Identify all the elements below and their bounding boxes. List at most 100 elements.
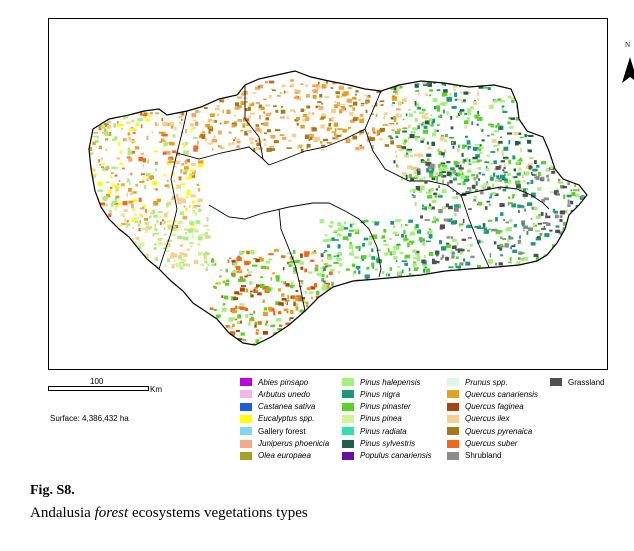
vegetation-patch — [269, 145, 275, 148]
vegetation-patch — [485, 82, 488, 85]
vegetation-patch — [203, 224, 209, 227]
vegetation-patch — [163, 220, 166, 225]
vegetation-patch — [190, 224, 195, 227]
legend-swatch — [342, 402, 354, 411]
vegetation-patch — [352, 81, 358, 86]
vegetation-patch — [312, 127, 317, 132]
vegetation-patch — [412, 261, 417, 264]
vegetation-patch — [324, 234, 328, 237]
vegetation-patch — [213, 286, 217, 289]
vegetation-patch — [162, 247, 168, 250]
vegetation-patch — [499, 174, 505, 179]
vegetation-patch — [327, 317, 334, 321]
vegetation-patch — [104, 128, 107, 132]
caption-text-after: ecosystems vegetations types — [128, 505, 308, 521]
vegetation-patch — [243, 97, 248, 100]
vegetation-patch — [243, 307, 247, 310]
vegetation-patch — [359, 146, 365, 150]
legend-label: Grassland — [568, 377, 605, 387]
vegetation-patch — [507, 172, 511, 176]
vegetation-patch — [323, 263, 329, 265]
vegetation-patch — [327, 282, 330, 286]
vegetation-patch — [578, 242, 581, 246]
vegetation-patch — [438, 168, 444, 172]
vegetation-patch — [469, 243, 473, 247]
map-legend: Abies pinsapo Arbutus unedo Castanea sativ… — [240, 376, 620, 472]
vegetation-patch — [383, 239, 386, 243]
vegetation-patch — [327, 244, 331, 248]
legend-swatch — [447, 414, 459, 423]
vegetation-patch — [187, 228, 194, 233]
vegetation-patch — [278, 302, 283, 306]
vegetation-patch — [189, 169, 195, 173]
vegetation-patch — [577, 161, 582, 166]
vegetation-patch — [392, 225, 396, 229]
legend-label: Prunus spp. — [465, 377, 508, 387]
legend-label: Arbutus unedo — [258, 389, 311, 399]
vegetation-patch — [169, 158, 172, 161]
vegetation-patch — [354, 228, 359, 233]
vegetation-patch — [267, 287, 272, 292]
vegetation-patch — [189, 221, 194, 225]
legend-label: Eucalyptus spp. — [258, 414, 315, 424]
vegetation-patch — [242, 339, 246, 342]
vegetation-patch — [393, 256, 398, 260]
vegetation-patch — [586, 182, 587, 187]
vegetation-patch — [198, 160, 204, 164]
vegetation-patch — [141, 227, 146, 230]
vegetation-patch — [424, 181, 428, 184]
vegetation-patch — [312, 333, 315, 337]
vegetation-patch — [242, 117, 247, 122]
vegetation-patch — [454, 204, 459, 208]
vegetation-patch — [555, 229, 561, 233]
vegetation-patch — [556, 248, 562, 252]
vegetation-patch — [414, 117, 418, 123]
vegetation-patch — [376, 129, 383, 133]
vegetation-patch — [332, 81, 337, 85]
vegetation-patch — [409, 189, 412, 193]
vegetation-patch — [118, 179, 121, 183]
vegetation-patch — [424, 219, 430, 221]
vegetation-patch — [457, 172, 461, 177]
vegetation-patch — [437, 174, 440, 177]
vegetation-patch — [305, 331, 310, 336]
legend-swatch — [342, 390, 354, 399]
vegetation-patch — [456, 241, 459, 246]
vegetation-patch — [121, 127, 124, 131]
vegetation-patch — [532, 174, 536, 176]
vegetation-patch — [204, 261, 208, 264]
vegetation-patch — [453, 88, 456, 92]
vegetation-patch — [265, 113, 271, 117]
vegetation-patch — [478, 146, 484, 149]
vegetation-patch — [308, 138, 311, 141]
vegetation-patch — [437, 194, 443, 198]
vegetation-patch — [445, 244, 451, 248]
vegetation-patch — [459, 91, 463, 94]
vegetation-patch — [392, 250, 396, 256]
vegetation-patch — [422, 264, 428, 267]
vegetation-patch — [520, 89, 526, 93]
vegetation-patch — [436, 108, 440, 112]
vegetation-patch — [195, 230, 199, 233]
vegetation-patch — [409, 272, 412, 276]
vegetation-patch — [237, 314, 241, 319]
vegetation-patch — [167, 211, 169, 214]
vegetation-patch — [402, 172, 407, 176]
vegetation-patch — [496, 175, 500, 179]
vegetation-patch — [421, 115, 426, 119]
vegetation-patch — [566, 243, 571, 248]
vegetation-patch — [216, 87, 222, 90]
vegetation-patch — [502, 177, 506, 181]
legend-label: Pinus sylvestris — [360, 439, 416, 448]
vegetation-patch — [220, 269, 223, 271]
vegetation-patch — [410, 131, 416, 133]
vegetation-patch — [114, 136, 118, 141]
vegetation-patch — [391, 129, 395, 132]
vegetation-patch — [213, 135, 216, 140]
vegetation-patch — [374, 221, 379, 226]
vegetation-patch — [356, 116, 359, 121]
vegetation-patch — [412, 195, 416, 199]
vegetation-patch — [305, 301, 309, 305]
vegetation-patch — [185, 177, 189, 180]
vegetation-patch — [254, 321, 258, 325]
